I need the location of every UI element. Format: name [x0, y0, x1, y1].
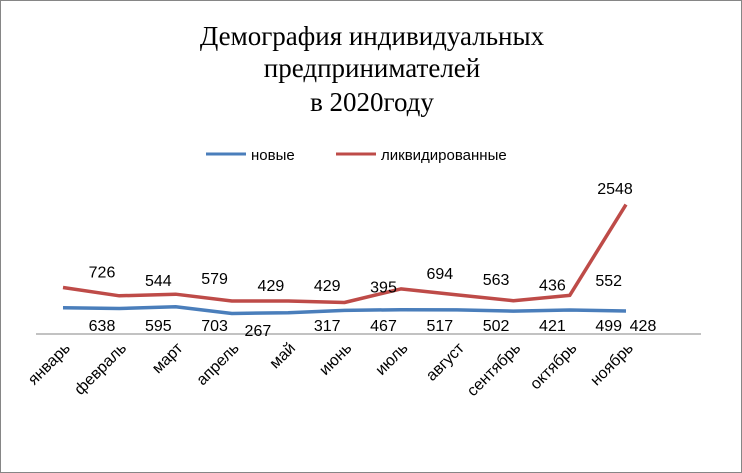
data-label: 579 — [201, 271, 228, 288]
data-label: 638 — [89, 318, 116, 335]
x-tick-label: июнь — [316, 340, 355, 379]
data-label: 499 — [595, 318, 622, 335]
legend-label-novye: новые — [251, 147, 295, 164]
x-tick-label: май — [267, 340, 299, 372]
data-label: 467 — [370, 318, 397, 335]
data-label: 694 — [426, 266, 453, 283]
chart-title: Демография индивидуальных предпринимател… — [200, 21, 545, 117]
data-label: 552 — [595, 273, 622, 290]
data-label: 436 — [539, 278, 566, 295]
x-tick-label: ноябрь — [587, 340, 636, 389]
data-label: 428 — [630, 318, 657, 335]
legend-label-likvidirovannye: ликвидированные — [381, 147, 507, 164]
data-label: 502 — [483, 318, 510, 335]
data-label: 2548 — [597, 181, 633, 198]
x-tick-label: январь — [25, 340, 74, 389]
data-labels-layer: 638 595 703 267 317 467 517 502 421 499 428 726 544 5… — [89, 181, 657, 340]
series-line-0 — [62, 305, 627, 316]
x-tick-label: март — [149, 339, 187, 377]
data-label: 429 — [258, 278, 285, 295]
data-label: 317 — [314, 318, 341, 335]
data-label: 421 — [539, 318, 566, 335]
data-label: 703 — [201, 318, 228, 335]
data-label: 563 — [483, 272, 510, 289]
data-label: 726 — [89, 265, 116, 282]
x-tick-label: февраль — [71, 340, 130, 399]
legend: новые ликвидированные — [206, 147, 507, 164]
chart-title-line: Демография индивидуальных — [200, 21, 545, 51]
data-label: 395 — [370, 280, 397, 297]
data-label: 429 — [314, 278, 341, 295]
chart-title-line: в 2020году — [310, 87, 434, 117]
series-layer — [62, 203, 628, 316]
x-tick-label: август — [423, 339, 468, 384]
x-tick-label: сентябрь — [464, 340, 524, 400]
x-tick-label: июль — [373, 340, 412, 379]
data-label: 517 — [426, 318, 453, 335]
data-label: 267 — [245, 323, 272, 340]
x-tick-label: октябрь — [527, 340, 580, 393]
data-label: 595 — [145, 318, 172, 335]
chart-title-line: предпринимателей — [264, 53, 481, 83]
data-label: 544 — [145, 273, 172, 290]
x-tick-label: апрель — [194, 340, 243, 389]
